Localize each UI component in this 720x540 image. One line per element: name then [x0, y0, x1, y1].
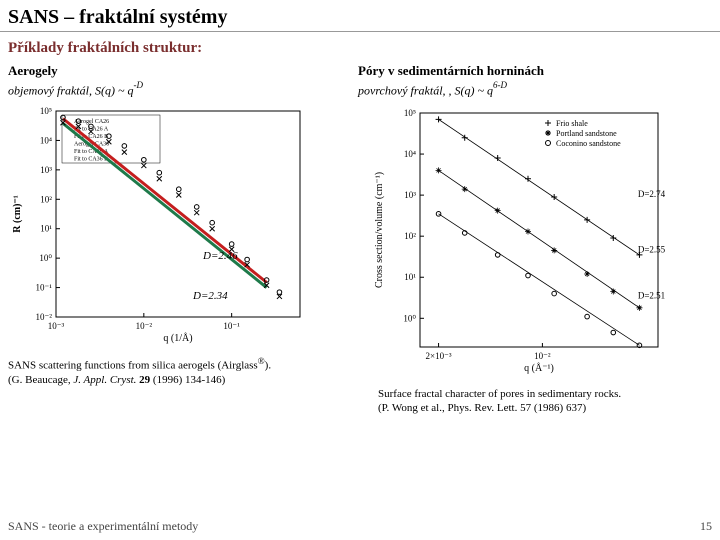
svg-text:10⁰: 10⁰: [403, 314, 416, 324]
annot-d1: D=2.46: [203, 250, 238, 262]
svg-text:10²: 10²: [404, 232, 416, 242]
right-schema: povrchový fraktál, , S(q) ~ q6-D: [358, 80, 712, 99]
right-column: Póry v sedimentárních horninách povrchov…: [358, 63, 712, 416]
svg-text:10⁻²: 10⁻²: [136, 321, 153, 331]
svg-text:2×10⁻³: 2×10⁻³: [426, 351, 452, 361]
svg-text:10³: 10³: [404, 190, 416, 200]
svg-text:D=2.74: D=2.74: [638, 189, 666, 199]
svg-text:10¹: 10¹: [404, 273, 416, 283]
svg-text:Portland sandstone: Portland sandstone: [556, 129, 617, 138]
left-title: Aerogely: [8, 63, 348, 79]
svg-text:10³: 10³: [40, 165, 52, 175]
footer: SANS - teorie a experimentální metody 15: [8, 519, 712, 534]
svg-text:q (1/Å): q (1/Å): [163, 332, 192, 344]
footer-left: SANS - teorie a experimentální metody: [8, 519, 198, 534]
svg-text:10⁵: 10⁵: [40, 106, 52, 116]
content-row: Aerogely objemový fraktál, S(q) ~ q-D 10…: [0, 61, 720, 416]
svg-text:10⁻¹: 10⁻¹: [36, 283, 53, 293]
annot-d2: D=2.34: [193, 290, 228, 302]
svg-text:10⁻²: 10⁻²: [534, 351, 551, 361]
svg-text:D=2.51: D=2.51: [638, 291, 665, 301]
section-subheader: Příklady fraktálních struktur:: [0, 36, 720, 61]
svg-text:10¹: 10¹: [40, 224, 52, 234]
svg-text:Coconino sandstone: Coconino sandstone: [556, 139, 621, 148]
svg-text:10⁴: 10⁴: [404, 149, 416, 159]
svg-text:10⁻¹: 10⁻¹: [223, 321, 240, 331]
right-title: Póry v sedimentárních horninách: [358, 63, 712, 79]
svg-text:R (cm)⁻¹: R (cm)⁻¹: [12, 196, 23, 233]
left-caption: SANS scattering functions from silica ae…: [8, 356, 348, 387]
page-title: SANS – fraktální systémy: [8, 6, 712, 29]
svg-text:Frio shale: Frio shale: [556, 119, 588, 128]
right-caption: Surface fractal character of pores in se…: [358, 388, 712, 416]
svg-text:10²: 10²: [40, 195, 52, 205]
svg-text:10⁵: 10⁵: [404, 108, 416, 118]
page-number: 15: [700, 519, 712, 534]
svg-text:10⁰: 10⁰: [39, 253, 52, 263]
left-column: Aerogely objemový fraktál, S(q) ~ q-D 10…: [8, 63, 348, 416]
left-schema: objemový fraktál, S(q) ~ q-D: [8, 80, 348, 99]
right-chart: 10⁰ 10¹ 10² 10³ 10⁴ 10⁵ 2×10⁻³ 10⁻²q (Å⁻¹) Cross…: [368, 105, 712, 380]
svg-text:q (Å⁻¹): q (Å⁻¹): [524, 362, 554, 374]
svg-text:10⁻³: 10⁻³: [48, 321, 65, 331]
svg-text:Cross section/volume (cm⁻¹): Cross section/volume (cm⁻¹): [374, 172, 385, 288]
svg-text:D=2.55: D=2.55: [638, 245, 666, 255]
left-chart: 10⁻²10⁻¹10⁰10¹10²10³10⁴10⁵10⁻³10⁻²10⁻¹q …: [8, 105, 348, 350]
svg-text:10⁴: 10⁴: [40, 136, 52, 146]
page-header: SANS – fraktální systémy: [0, 0, 720, 32]
